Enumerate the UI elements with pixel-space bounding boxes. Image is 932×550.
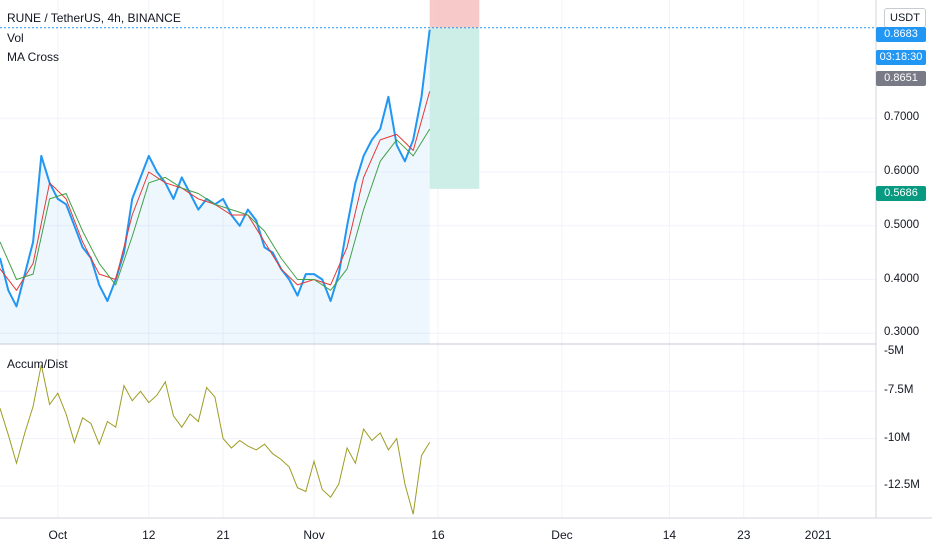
accum-dist-series (0, 364, 431, 515)
bar-countdown-label: 03:18:30 (876, 50, 926, 65)
price-tick-label: 0.3000 (884, 326, 920, 339)
time-tick-label: Dec (551, 528, 573, 542)
time-tick-label: 16 (431, 528, 445, 542)
price-series (0, 29, 431, 308)
accum-dist-tick-label: -12.5M (884, 478, 920, 491)
time-tick-label: Nov (303, 528, 325, 542)
time-tick-label: 12 (142, 528, 156, 542)
price-tick-label: 0.4000 (884, 272, 920, 285)
accum-dist-indicator-label[interactable]: Accum/Dist (7, 357, 68, 371)
price-tick-label: 0.7000 (884, 111, 920, 124)
accum-dist-tick-label: -7.5M (884, 384, 914, 397)
last-price-label: 0.8651 (876, 71, 926, 86)
price-tick-label: 0.5000 (884, 218, 920, 231)
price-area-fill (0, 29, 430, 344)
time-tick-label: 21 (216, 528, 230, 542)
ma_slow-line (0, 128, 431, 291)
accum-dist-tick-label: -10M (884, 431, 911, 444)
stop-price-label: 0.5686 (876, 186, 926, 201)
ma-cross-indicator-label[interactable]: MA Cross (7, 50, 60, 64)
stop-zone[interactable] (429, 27, 480, 189)
symbol-title[interactable]: RUNE / TetherUS, 4h, BINANCE (7, 11, 181, 25)
volume-indicator-label[interactable]: Vol (7, 31, 24, 45)
time-tick-label: 14 (662, 528, 677, 542)
target-price-label: 0.8683 (876, 27, 926, 42)
accum-dist-tick-label: -5M (884, 345, 904, 357)
accum-dist-line (0, 364, 431, 515)
target-zone[interactable] (429, 0, 480, 28)
time-tick-label: 2021 (804, 528, 832, 542)
currency-button[interactable]: USDT (884, 8, 926, 28)
price-tick-label: 0.6000 (884, 165, 920, 177)
time-tick-label: 23 (737, 528, 751, 542)
time-tick-label: Oct (48, 528, 68, 542)
